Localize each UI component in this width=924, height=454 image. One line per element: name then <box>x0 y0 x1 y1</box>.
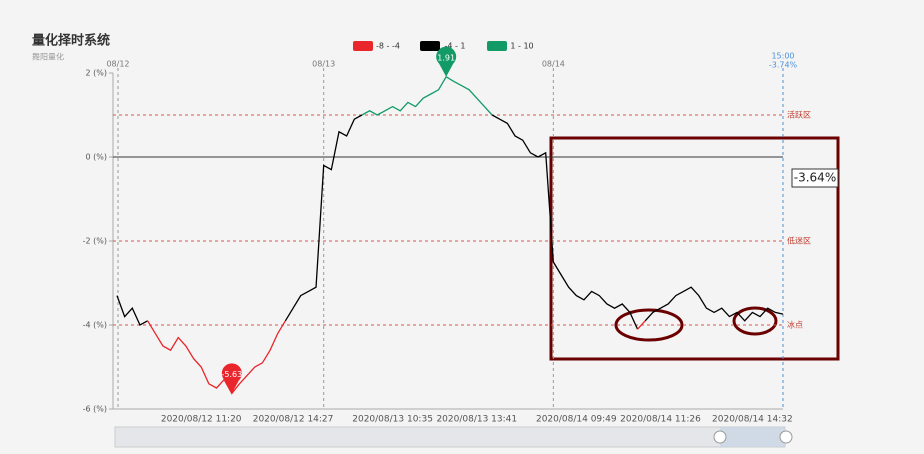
x-tick-label: 2020/08/14 09:49 <box>536 415 617 425</box>
legend-swatch <box>420 41 440 51</box>
x-tick-label: 2020/08/14 14:32 <box>712 415 793 425</box>
line-segment <box>116 295 148 326</box>
reference-label: 活跃区 <box>787 110 811 120</box>
y-tick-label: -6 (%) <box>83 405 107 414</box>
end-value: -3.74% <box>769 61 798 70</box>
zoom-handle[interactable] <box>713 430 727 444</box>
line-segment <box>637 320 646 330</box>
tooltip-box <box>791 168 839 188</box>
legend-label: -8 - -4 <box>376 42 400 51</box>
reference-label: 低迷区 <box>787 236 811 246</box>
highlight-ellipse <box>614 308 684 342</box>
y-tick-label: 0 (%) <box>86 153 107 162</box>
y-tick-label: -2 (%) <box>83 237 107 246</box>
tooltip-text: -3.64% <box>794 171 836 185</box>
y-tick-label: -4 (%) <box>83 321 107 330</box>
y-tick-label: 2 (%) <box>86 69 107 78</box>
zoom-window[interactable] <box>720 427 785 447</box>
legend-swatch <box>487 41 507 51</box>
day-label: 08/12 <box>106 60 129 69</box>
mark-pin-label: -5.63 <box>221 370 242 379</box>
mark-pin <box>436 46 457 77</box>
zoom-handle[interactable] <box>779 430 793 444</box>
user-annotations <box>549 136 840 361</box>
x-tick-label: 2020/08/13 13:41 <box>436 415 517 425</box>
day-label: 08/13 <box>312 60 335 69</box>
x-tick-label: 2020/08/13 10:35 <box>352 415 433 425</box>
data-zoom[interactable] <box>114 426 793 448</box>
day-label: 08/14 <box>542 60 565 69</box>
end-time: 15:00 <box>771 52 794 61</box>
legend-label: -4 - 1 <box>444 42 465 51</box>
line-segment <box>284 114 363 322</box>
legend-label: 1 - 10 <box>510 42 533 51</box>
highlight-box <box>549 136 840 361</box>
mark-pin-label: 1.91 <box>437 53 455 62</box>
reference-label: 冰点 <box>787 320 803 330</box>
chart-subtitle: 舞阳量化 <box>32 52 64 62</box>
line-segment <box>147 320 286 395</box>
line-segment <box>644 286 784 322</box>
chart-title: 量化择时系统 <box>32 33 110 49</box>
zoom-track <box>114 426 786 448</box>
highlight-ellipse <box>732 306 778 336</box>
line-segment <box>361 75 493 116</box>
x-tick-label: 2020/08/14 11:26 <box>620 415 701 425</box>
line-segment <box>491 114 639 330</box>
x-tick-label: 2020/08/12 11:20 <box>161 415 242 425</box>
x-tick-label: 2020/08/12 14:27 <box>253 415 334 425</box>
mark-pin <box>221 363 242 394</box>
legend-swatch <box>353 41 373 51</box>
